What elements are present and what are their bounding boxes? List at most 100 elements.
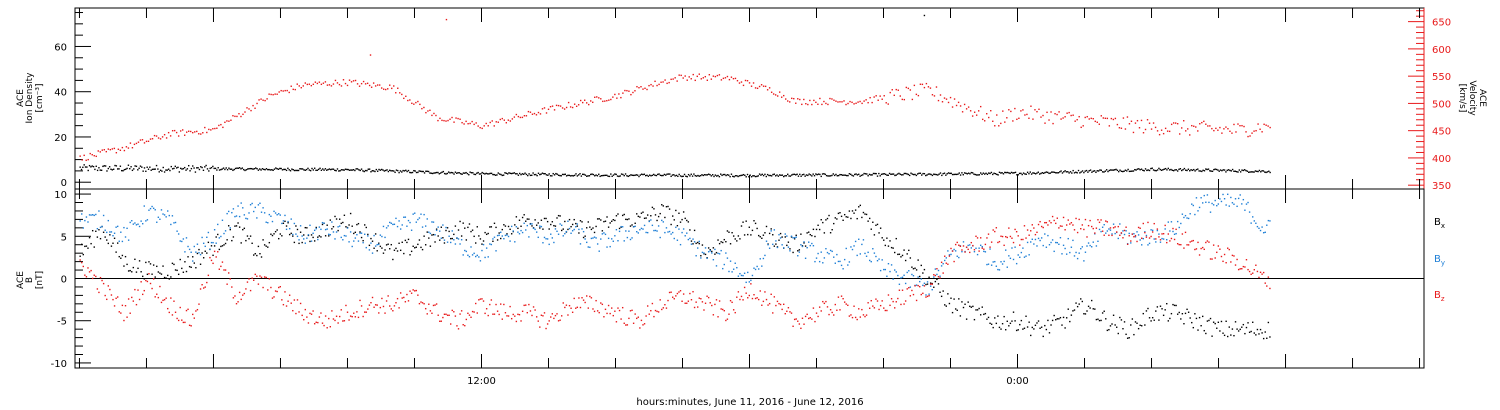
by-point xyxy=(420,213,422,215)
density-axis-label-line1: ACE xyxy=(16,89,26,107)
bx-point xyxy=(182,271,185,273)
bz-point xyxy=(737,291,740,293)
by-point xyxy=(1090,246,1093,248)
by-point xyxy=(875,255,877,258)
velocity-point xyxy=(851,101,853,104)
density-point xyxy=(441,171,443,174)
bx-point xyxy=(567,228,569,231)
density-point xyxy=(752,175,754,177)
bz-point xyxy=(1059,225,1062,227)
bx-point xyxy=(995,322,998,325)
by-point xyxy=(273,210,275,213)
density-point xyxy=(494,174,497,176)
by-point xyxy=(706,257,708,260)
bx-point xyxy=(1258,333,1260,335)
bx-point xyxy=(1136,322,1138,324)
density-point xyxy=(847,174,849,177)
density-point xyxy=(312,169,315,171)
velocity-point xyxy=(907,87,910,90)
density-point xyxy=(1036,172,1038,174)
bx-point xyxy=(1198,316,1201,319)
bx-point xyxy=(753,220,755,222)
velocity-point xyxy=(1132,131,1135,134)
by-point xyxy=(240,202,242,204)
by-point xyxy=(260,211,263,213)
bz-point xyxy=(779,303,782,306)
by-point xyxy=(1051,239,1054,241)
bx-point xyxy=(709,249,711,251)
by-point xyxy=(595,237,597,239)
bx-point xyxy=(373,247,375,249)
density-point xyxy=(1148,169,1151,172)
by-point xyxy=(879,269,882,272)
by-point xyxy=(168,214,170,217)
velocity-point xyxy=(515,113,518,116)
bx-point xyxy=(934,280,937,283)
bz-point xyxy=(407,300,410,302)
velocity-point xyxy=(1068,111,1070,114)
bz-point xyxy=(371,296,374,299)
bz-point xyxy=(859,316,862,318)
by-point xyxy=(390,222,392,224)
bz-point xyxy=(1072,224,1074,226)
bx-point xyxy=(509,228,511,231)
bx-point xyxy=(598,218,600,220)
bz-point xyxy=(914,285,916,287)
by-point xyxy=(1139,239,1141,241)
bz-point xyxy=(285,305,288,307)
bz-point xyxy=(468,314,471,316)
density-point xyxy=(665,174,667,176)
density-point xyxy=(946,173,948,175)
bz-point xyxy=(151,287,153,290)
bx-point xyxy=(345,226,347,228)
density-point xyxy=(918,172,920,174)
density-point xyxy=(768,174,770,177)
bx-point xyxy=(1145,310,1148,312)
by-point xyxy=(1080,247,1082,250)
bz-point xyxy=(199,288,202,290)
by-point xyxy=(532,227,535,230)
density-point xyxy=(352,169,355,171)
by-point xyxy=(1234,198,1237,200)
density-point xyxy=(340,169,343,171)
density-point xyxy=(1119,169,1121,171)
bz-point xyxy=(195,310,197,312)
bz-point xyxy=(897,297,899,300)
bx-point xyxy=(1228,326,1230,328)
velocity-point xyxy=(405,95,407,98)
density-point xyxy=(474,173,477,176)
by-point xyxy=(210,241,213,244)
density-point xyxy=(580,175,583,177)
velocity-point xyxy=(274,93,276,95)
density-point xyxy=(228,167,230,169)
bx-point xyxy=(496,239,499,241)
velocity-point xyxy=(334,79,337,82)
bx-point xyxy=(484,231,486,234)
velocity-point xyxy=(911,98,914,101)
by-point xyxy=(697,247,699,249)
velocity-point xyxy=(322,82,325,84)
density-point xyxy=(469,171,471,173)
bx-point xyxy=(1111,323,1113,325)
bz-point xyxy=(840,295,843,297)
bz-point xyxy=(678,291,680,293)
density-point xyxy=(315,169,317,172)
bz-point xyxy=(162,299,164,302)
velocity-point xyxy=(489,121,491,124)
by-point xyxy=(1072,239,1074,242)
bz-point xyxy=(1017,235,1019,237)
bz-point xyxy=(942,272,944,274)
density-point xyxy=(749,174,751,176)
by-point xyxy=(606,246,608,248)
bx-point xyxy=(764,232,766,234)
by-point xyxy=(201,236,203,239)
by-point xyxy=(1258,227,1260,230)
by-point xyxy=(1134,236,1137,238)
density-point xyxy=(426,170,428,173)
density-point xyxy=(134,165,136,167)
velocity-point xyxy=(1263,123,1265,126)
velocity-point xyxy=(1267,125,1269,127)
by-point xyxy=(295,233,297,235)
velocity-point xyxy=(306,83,309,86)
bz-point xyxy=(701,301,704,303)
